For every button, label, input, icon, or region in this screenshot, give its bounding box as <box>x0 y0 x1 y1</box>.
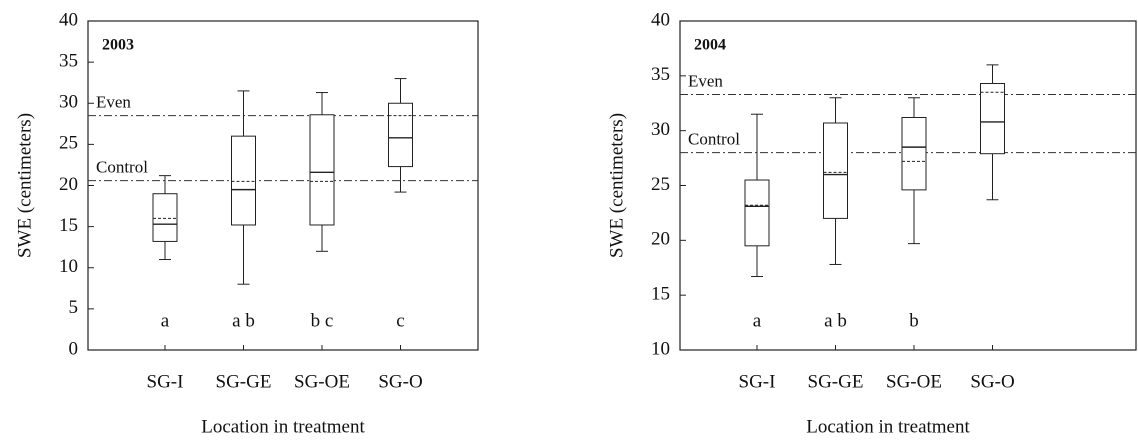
significance-letter: a <box>161 310 170 331</box>
significance-letter: b c <box>311 310 334 331</box>
x-axis-label: Location in treatment <box>201 416 365 437</box>
y-axis-label: SWE (centimeters) <box>14 113 35 258</box>
significance-letter: a b <box>232 310 255 331</box>
significance-letter: b <box>909 310 919 331</box>
y-tick-label: 35 <box>59 50 78 71</box>
reference-label: Even <box>96 92 131 111</box>
box <box>309 114 335 226</box>
y-tick-label: 35 <box>651 64 670 85</box>
significance-letter: a <box>753 310 762 331</box>
y-tick-label: 20 <box>651 229 670 250</box>
x-tick-label: SG-OE <box>294 371 350 392</box>
reference-label: Control <box>688 130 740 149</box>
y-tick-label: 20 <box>59 174 78 195</box>
y-tick-label: 40 <box>651 9 670 30</box>
y-tick-label: 30 <box>651 119 670 140</box>
significance-letter: a b <box>824 310 847 331</box>
x-axis-label: Location in treatment <box>806 416 970 437</box>
box <box>231 135 256 226</box>
reference-label: Control <box>96 157 148 176</box>
significance-letter: c <box>396 310 404 331</box>
y-tick-label: 10 <box>651 338 670 359</box>
y-tick-label: 25 <box>59 133 78 154</box>
panel-title: 2004 <box>694 37 726 54</box>
x-tick-label: SG-OE <box>886 371 942 392</box>
y-tick-label: 25 <box>651 174 670 195</box>
box <box>152 193 178 242</box>
box <box>823 122 848 219</box>
y-tick-label: 15 <box>59 215 78 236</box>
x-tick-label: SG-O <box>970 371 1014 392</box>
x-tick-label: SG-GE <box>216 371 272 392</box>
y-tick-label: 10 <box>59 256 78 277</box>
x-tick-label: SG-GE <box>808 371 864 392</box>
reference-label: Even <box>688 71 723 90</box>
y-axis-label: SWE (centimeters) <box>606 113 627 258</box>
x-tick-label: SG-O <box>378 371 422 392</box>
y-tick-label: 40 <box>59 9 78 30</box>
y-tick-label: 5 <box>69 297 79 318</box>
box <box>980 83 1005 155</box>
box <box>388 102 413 168</box>
y-tick-label: 15 <box>651 284 670 305</box>
panel-title: 2003 <box>102 37 134 54</box>
x-tick-label: SG-I <box>147 371 184 392</box>
plot-frame <box>87 20 479 351</box>
x-tick-label: SG-I <box>739 371 776 392</box>
y-tick-label: 0 <box>69 338 79 359</box>
box <box>744 179 770 247</box>
y-tick-label: 30 <box>59 92 78 113</box>
box <box>901 117 927 191</box>
